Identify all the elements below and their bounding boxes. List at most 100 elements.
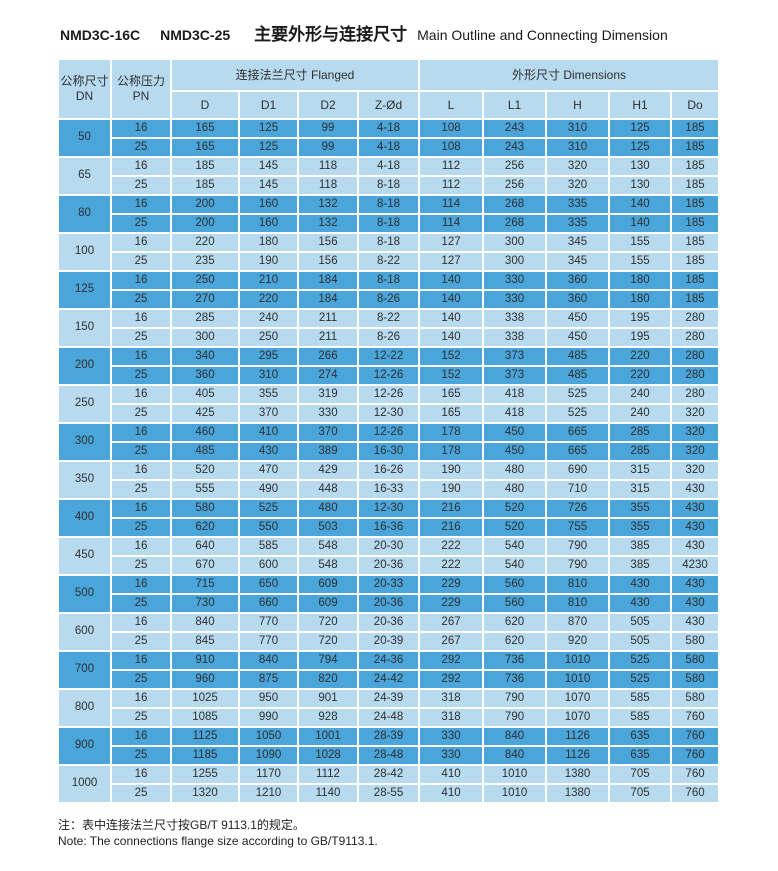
pn-cell: 25 xyxy=(110,745,172,766)
table-row: 25 620 550 503 16-36 216 520 755 355 430 xyxy=(58,517,721,538)
value-cell: 1126 xyxy=(545,745,611,766)
value-cell: 145 xyxy=(238,156,299,177)
value-cell: 480 xyxy=(482,460,548,481)
value-cell: 178 xyxy=(418,441,485,462)
value-cell: 710 xyxy=(545,479,611,500)
table-row: 500 16 715 650 609 20-33 229 560 810 430 430 xyxy=(57,574,721,614)
value-cell: 340 xyxy=(170,346,240,367)
value-cell: 114 xyxy=(418,213,485,234)
value-cell: 125 xyxy=(608,137,673,158)
table-row: 50 16 165 125 99 4-18 108 243 310 125 185 xyxy=(57,118,721,158)
value-cell: 480 xyxy=(482,479,548,500)
value-cell: 840 xyxy=(238,650,299,671)
value-cell: 990 xyxy=(238,707,299,728)
value-cell: 525 xyxy=(238,498,299,519)
value-cell: 99 xyxy=(297,137,359,158)
value-cell: 1010 xyxy=(482,764,548,785)
pn-cell: 16 xyxy=(110,612,172,633)
table-row: 25 270 220 184 8-26 140 330 360 180 185 xyxy=(58,289,721,310)
value-cell: 425 xyxy=(170,403,240,424)
value-cell: 1025 xyxy=(170,688,240,709)
value-cell: 609 xyxy=(297,574,359,595)
table-row: 25 730 660 609 20-36 229 560 810 430 430 xyxy=(58,593,721,614)
pn-cell: 16 xyxy=(110,270,172,291)
value-cell: 156 xyxy=(297,232,359,253)
value-cell: 24-39 xyxy=(356,688,421,709)
value-cell: 156 xyxy=(297,251,359,272)
header-subrow: D D1 D2 Z-Ød L L1 H H1 Do xyxy=(58,90,721,120)
value-cell: 840 xyxy=(482,726,548,747)
value-cell: 190 xyxy=(418,479,485,500)
value-cell: 220 xyxy=(608,365,673,386)
value-cell: 320 xyxy=(670,403,721,424)
dn-cell: 800 xyxy=(57,688,112,728)
table-row: 900 16 1125 1050 1001 28-39 330 840 1126 635 760 xyxy=(57,726,721,766)
value-cell: 338 xyxy=(482,308,548,329)
value-cell: 345 xyxy=(545,232,611,253)
table-row: 25 960 875 820 24-42 292 736 1010 525 580 xyxy=(58,669,721,690)
pn-cell: 16 xyxy=(110,156,172,177)
value-cell: 165 xyxy=(418,384,485,405)
value-cell: 580 xyxy=(170,498,240,519)
value-cell: 1085 xyxy=(170,707,240,728)
table-row: 25 1085 990 928 24-48 318 790 1070 585 760 xyxy=(58,707,721,728)
value-cell: 560 xyxy=(482,574,548,595)
value-cell: 726 xyxy=(545,498,611,519)
value-cell: 580 xyxy=(670,650,721,671)
value-cell: 220 xyxy=(608,346,673,367)
value-cell: 370 xyxy=(297,422,359,443)
value-cell: 28-39 xyxy=(356,726,421,747)
value-cell: 335 xyxy=(545,213,611,234)
value-cell: 330 xyxy=(297,403,359,424)
table-row: 25 185 145 118 8-18 112 256 320 130 185 xyxy=(58,175,721,196)
value-cell: 28-42 xyxy=(356,764,421,785)
value-cell: 235 xyxy=(170,251,240,272)
value-cell: 540 xyxy=(482,555,548,576)
value-cell: 430 xyxy=(608,593,673,614)
value-cell: 178 xyxy=(418,422,485,443)
value-cell: 460 xyxy=(170,422,240,443)
value-cell: 330 xyxy=(482,289,548,310)
value-cell: 220 xyxy=(170,232,240,253)
value-cell: 1125 xyxy=(170,726,240,747)
value-cell: 520 xyxy=(482,517,548,538)
value-cell: 222 xyxy=(418,555,485,576)
table-row: 1000 16 1255 1170 1112 28-42 410 1010 1380 705 760 xyxy=(57,764,721,804)
value-cell: 220 xyxy=(238,289,299,310)
value-cell: 140 xyxy=(418,327,485,348)
value-cell: 690 xyxy=(545,460,611,481)
value-cell: 180 xyxy=(608,289,673,310)
value-cell: 20-36 xyxy=(356,555,421,576)
table-row: 350 16 520 470 429 16-26 190 480 690 315 320 xyxy=(57,460,721,500)
dn-cell: 250 xyxy=(57,384,112,424)
value-cell: 1010 xyxy=(545,669,611,690)
value-cell: 280 xyxy=(670,384,721,405)
value-cell: 580 xyxy=(670,688,721,709)
value-cell: 790 xyxy=(545,536,611,557)
value-cell: 1001 xyxy=(297,726,359,747)
pn-cell: 16 xyxy=(110,346,172,367)
dn-cell: 150 xyxy=(57,308,112,348)
value-cell: 430 xyxy=(670,517,721,538)
table-row: 400 16 580 525 480 12-30 216 520 726 355 430 xyxy=(57,498,721,538)
value-cell: 600 xyxy=(238,555,299,576)
value-cell: 1090 xyxy=(238,745,299,766)
note-english: Note: The connections flange size accord… xyxy=(58,833,378,848)
value-cell: 180 xyxy=(608,270,673,291)
dimension-table: 公称尺寸 DN 公称压力 PN 连接法兰尺寸 Flanged 外形尺寸 Dime… xyxy=(57,58,721,804)
model-code-1: NMD3C-16C xyxy=(60,27,141,43)
value-cell: 450 xyxy=(545,327,611,348)
table-row: 150 16 285 240 211 8-22 140 338 450 195 280 xyxy=(57,308,721,348)
pn-cell: 16 xyxy=(110,422,172,443)
table-row: 25 165 125 99 4-18 108 243 310 125 185 xyxy=(58,137,721,158)
value-cell: 790 xyxy=(482,707,548,728)
value-cell: 114 xyxy=(418,194,485,215)
value-cell: 240 xyxy=(608,384,673,405)
table-row: 25 1320 1210 1140 28-55 410 1010 1380 705 760 xyxy=(58,783,721,804)
value-cell: 190 xyxy=(238,251,299,272)
value-cell: 155 xyxy=(608,251,673,272)
table-row: 300 16 460 410 370 12-26 178 450 665 285 320 xyxy=(57,422,721,462)
value-cell: 430 xyxy=(238,441,299,462)
pn-cell: 25 xyxy=(110,137,172,158)
value-cell: 12-26 xyxy=(356,365,421,386)
